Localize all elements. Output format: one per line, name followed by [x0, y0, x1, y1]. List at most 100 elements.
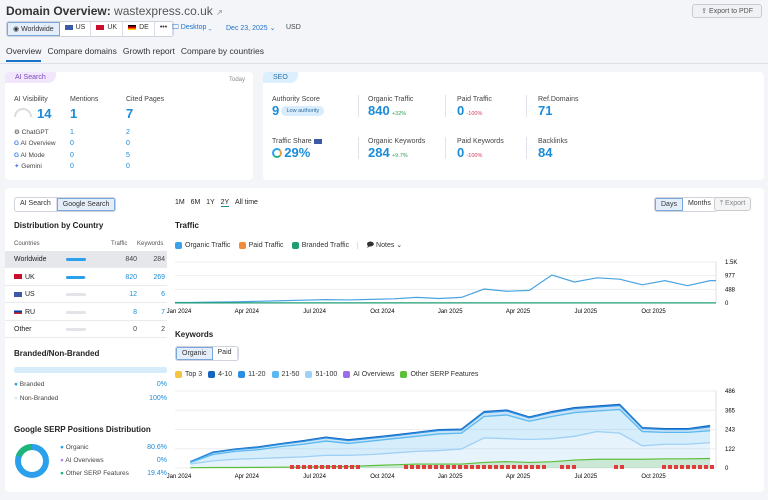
legend-organic-traffic[interactable]: Organic Traffic [175, 241, 230, 249]
us-flag-icon [313, 138, 322, 144]
region-us[interactable]: US [60, 22, 92, 36]
algorithm-update-marker [560, 465, 564, 469]
series-organic-traffic [175, 274, 716, 304]
toggle-organic[interactable]: Organic [176, 347, 213, 360]
country-row[interactable]: UK 820 269 [5, 269, 167, 286]
organic-keywords[interactable]: Organic Keywords 284 +9.7% [368, 138, 426, 160]
legend-top-3[interactable]: Top 3 [175, 370, 202, 378]
x-tick-label: Apr 2024 [235, 474, 260, 480]
cited-count[interactable]: 0 [126, 140, 130, 148]
x-tick-label: Jul 2024 [303, 309, 326, 315]
algorithm-update-marker [314, 465, 318, 469]
country-row[interactable]: RU 8 7 [5, 304, 167, 321]
legend-paid-traffic[interactable]: Paid Traffic [238, 241, 284, 249]
country-traffic: 0 [133, 326, 137, 333]
toggle-paid[interactable]: Paid [213, 347, 238, 360]
country-row[interactable]: Worldwide 840 284 [5, 251, 167, 268]
domain-name: wastexpress.co.uk [114, 4, 213, 18]
algorithm-update-marker [494, 465, 498, 469]
tab-growth-report[interactable]: Growth report [122, 46, 175, 56]
paid-keywords[interactable]: Paid Keywords 0 -100% [457, 138, 504, 160]
x-tick-label: Oct 2025 [641, 474, 666, 480]
region-uk[interactable]: UK [91, 22, 124, 36]
tab-compare-domains[interactable]: Compare domains [47, 46, 117, 56]
traffic-share-bar [66, 328, 86, 331]
google-icon: G [14, 151, 20, 159]
serp-legend-item: ● AI Overviews [60, 457, 104, 464]
legend-4-10[interactable]: 4-10 [208, 370, 232, 378]
col-countries: Countries [14, 241, 40, 247]
y-tick-label: 0 [725, 466, 729, 472]
mentions-count[interactable]: 1 [70, 129, 74, 136]
gemini-icon: ✦ [14, 162, 20, 170]
series-51-100 [190, 430, 711, 465]
algorithm-update-marker [356, 465, 360, 469]
range-1m[interactable]: 1M [175, 199, 185, 206]
more-regions-button[interactable]: ••• [155, 22, 174, 36]
country-row[interactable]: US 12 6 [5, 286, 167, 303]
device-dropdown[interactable]: 🖵 Desktop ⌄ [172, 24, 212, 31]
series-11-20 [190, 404, 711, 463]
tab-compare-by-countries[interactable]: Compare by countries [180, 46, 265, 56]
date-dropdown[interactable]: Dec 23, 2025 ⌄ [226, 25, 276, 32]
region-de[interactable]: DE [123, 22, 155, 36]
algorithm-update-marker [326, 465, 330, 469]
algorithm-update-marker [506, 465, 510, 469]
algorithm-update-marker [440, 465, 444, 469]
currency-label: USD [286, 24, 301, 31]
legend-other-serp-features[interactable]: Other SERP Features [400, 370, 478, 378]
legend-51-100[interactable]: 51-100 [305, 370, 337, 378]
cited-count[interactable]: 0 [126, 162, 130, 170]
cited-count[interactable]: 5 [126, 151, 130, 159]
legend-21-50[interactable]: 21-50 [271, 370, 299, 378]
notes-dropdown[interactable]: 🗩 Notes ⌄ [357, 242, 403, 249]
y-tick-label: 488 [725, 287, 736, 293]
ai-visibility-value: 14 [37, 106, 52, 121]
ref-domains[interactable]: Ref.Domains 71 [538, 96, 579, 118]
visibility-gauge-icon [14, 108, 32, 117]
legend-ai-overviews[interactable]: AI Overviews [343, 370, 394, 378]
tab-overview[interactable]: Overview [6, 46, 42, 62]
algorithm-update-marker [452, 465, 456, 469]
algorithm-update-marker [488, 465, 492, 469]
x-tick-label: Apr 2024 [235, 309, 260, 315]
mentions-count[interactable]: 0 [70, 162, 74, 170]
algorithm-update-marker [470, 465, 474, 469]
algorithm-update-marker [710, 465, 714, 469]
y-tick-label: 122 [725, 447, 736, 453]
legend-branded-traffic[interactable]: Branded Traffic [291, 241, 349, 249]
algorithm-update-marker [614, 465, 618, 469]
backlinks[interactable]: Backlinks 84 [538, 138, 568, 160]
cited-count[interactable]: 2 [126, 129, 130, 136]
y-tick-label: 243 [725, 428, 736, 434]
algorithm-update-marker [518, 465, 522, 469]
mentions-count[interactable]: 0 [70, 140, 74, 148]
country-row[interactable]: Other 0 2 [5, 321, 167, 338]
export-pdf-button[interactable]: ⇪ Export to PDF [692, 4, 762, 18]
legend-11-20[interactable]: 11-20 [238, 370, 266, 378]
mentions-count[interactable]: 0 [70, 151, 74, 159]
algorithm-update-marker [476, 465, 480, 469]
google-icon: G [14, 140, 20, 148]
range-all-time[interactable]: All time [234, 199, 258, 206]
algorithm-update-marker [404, 465, 408, 469]
y-tick-label: 977 [725, 274, 736, 280]
today-label: Today [228, 77, 245, 83]
range-2y[interactable]: 2Y [220, 199, 230, 207]
days-button[interactable]: Days [655, 198, 683, 211]
algorithm-update-marker [542, 465, 546, 469]
series-21-50 [190, 408, 711, 464]
organic-traffic[interactable]: Organic Traffic 840 +32% [368, 96, 414, 118]
toggle-ai-search[interactable]: AI Search [15, 198, 57, 211]
paid-traffic[interactable]: Paid Traffic 0 -100% [457, 96, 492, 118]
traffic-share-bar [66, 310, 86, 314]
export-button[interactable]: ⤒ Export [714, 197, 752, 211]
range-1y[interactable]: 1Y [206, 199, 215, 206]
external-link-icon[interactable]: ↗ [216, 8, 223, 17]
toggle-google-search[interactable]: Google Search [56, 198, 116, 211]
range-6m[interactable]: 6M [190, 199, 201, 206]
distribution-title: Distribution by Country [14, 221, 104, 230]
x-tick-label: Apr 2025 [506, 474, 531, 480]
algorithm-update-marker [572, 465, 576, 469]
region-worldwide[interactable]: ◉ Worldwide [7, 22, 60, 36]
